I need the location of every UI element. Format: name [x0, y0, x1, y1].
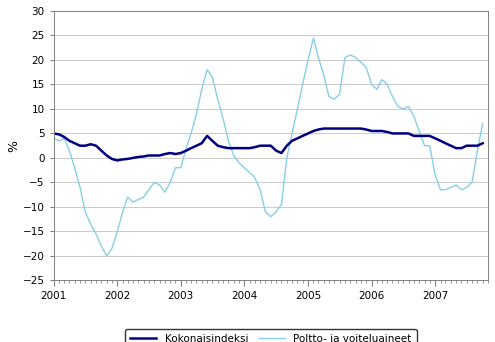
- Y-axis label: %: %: [7, 140, 20, 152]
- Legend: Kokonaisindeksi, Poltto- ja voiteluaineet: Kokonaisindeksi, Poltto- ja voiteluainee…: [125, 329, 417, 342]
- Line: Poltto- ja voiteluaineet: Poltto- ja voiteluaineet: [54, 38, 483, 256]
- Line: Kokonaisindeksi: Kokonaisindeksi: [54, 129, 483, 160]
